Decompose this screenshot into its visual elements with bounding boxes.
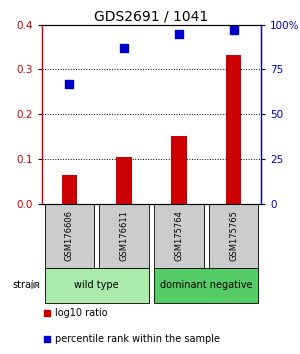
Bar (154, 204, 203, 268)
Text: GSM176606: GSM176606 (65, 210, 74, 261)
Bar (45, 204, 94, 268)
Point (176, 31, 181, 36)
Text: strain: strain (13, 280, 41, 290)
Point (45, 310, 50, 316)
Bar (154, 268, 258, 303)
Text: log10 ratio: log10 ratio (55, 308, 108, 318)
Point (231, 27, 236, 33)
Title: GDS2691 / 1041: GDS2691 / 1041 (94, 10, 208, 24)
Bar (62, 175, 77, 204)
Bar (171, 136, 187, 204)
Text: GSM176611: GSM176611 (120, 210, 129, 261)
Bar (226, 55, 241, 204)
Point (122, 45, 127, 51)
Text: percentile rank within the sample: percentile rank within the sample (55, 333, 220, 343)
Bar (45, 268, 149, 303)
Point (67, 81, 72, 87)
Text: GSM175764: GSM175764 (174, 210, 183, 261)
Bar (116, 158, 132, 204)
Bar (209, 204, 258, 268)
Text: GSM175765: GSM175765 (229, 210, 238, 261)
Text: dominant negative: dominant negative (160, 280, 253, 290)
Text: wild type: wild type (74, 280, 119, 290)
Point (45, 336, 50, 341)
Bar (100, 204, 149, 268)
